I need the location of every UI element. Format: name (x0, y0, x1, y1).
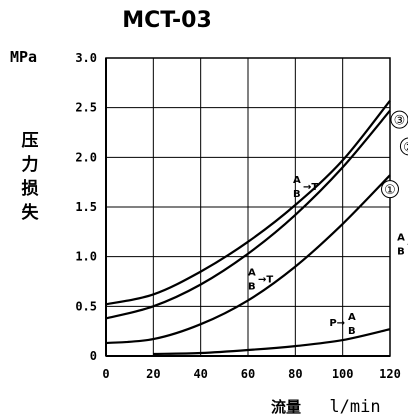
x-tick-label: 0 (102, 367, 109, 381)
annotation-arrow: →T (303, 182, 318, 193)
annotation-top: A (293, 175, 301, 186)
annotations: AB→TAB→TAB→TP→AB (248, 175, 408, 337)
series-line-3 (105, 174, 391, 345)
curve-markers: ③ ② ① (381, 110, 408, 199)
y-axis-label-char: 损 (22, 178, 39, 199)
flow-annotation: AB→T (293, 175, 318, 200)
curve-marker-label: ③ (394, 114, 406, 129)
annotation-bottom: B (397, 247, 405, 258)
annotation-arrow: →T (258, 275, 273, 286)
chart-title: MCT-03 (122, 8, 212, 33)
x-tick-label: 20 (146, 367, 160, 381)
y-tick-label: 1.5 (75, 200, 97, 214)
plot-frame (105, 57, 391, 357)
series-lines (105, 100, 391, 356)
x-axis-label: 流量 (271, 398, 301, 416)
x-tick-label: 80 (288, 367, 302, 381)
series-line-4 (153, 328, 391, 356)
annotation-top: A (248, 268, 256, 279)
grid (105, 57, 391, 357)
annotation-bottom: B (348, 326, 356, 337)
curve-marker-label: ② (403, 140, 408, 155)
curve-marker-label: ① (384, 183, 396, 198)
annotation-bottom: B (293, 189, 301, 200)
y-tick-label: 1.0 (75, 250, 97, 264)
curve-marker-circle (399, 137, 408, 156)
flow-annotation: P→AB (329, 312, 356, 337)
annotation-bottom: B (248, 282, 256, 293)
flow-annotation: AB→T (397, 233, 408, 258)
y-tick-labels: 0 0.5 1.0 1.5 2.0 2.5 3.0 (75, 51, 97, 363)
series-line-2 (105, 109, 391, 320)
series-line-1 (105, 100, 391, 306)
y-axis-label-char: 压 (22, 131, 39, 151)
y-axis-label-char: 力 (22, 154, 39, 175)
x-tick-labels: 0 20 40 60 80 100 120 (102, 367, 400, 381)
y-tick-label: 3.0 (75, 51, 97, 65)
annotation-arrow: P→ (329, 318, 345, 329)
curve-marker: ③ (390, 110, 408, 129)
y-tick-label: 0 (90, 349, 97, 363)
x-tick-label: 40 (193, 367, 207, 381)
curve-marker-circle (381, 180, 399, 199)
x-tick-label: 120 (379, 367, 401, 381)
annotation-top: A (348, 312, 356, 323)
x-tick-label: 60 (241, 367, 255, 381)
y-tick-label: 0.5 (75, 299, 97, 313)
flow-annotation: AB→T (248, 268, 273, 293)
y-axis-label-char: 失 (22, 202, 40, 223)
annotation-top: A (397, 233, 405, 244)
curve-marker: ① (381, 180, 399, 199)
y-unit-label: MPa (10, 48, 37, 66)
x-unit-label: l/min (329, 397, 380, 417)
curve-marker: ② (399, 137, 408, 156)
x-tick-label: 100 (332, 367, 354, 381)
y-tick-label: 2.0 (75, 150, 97, 164)
y-tick-label: 2.5 (75, 101, 97, 115)
